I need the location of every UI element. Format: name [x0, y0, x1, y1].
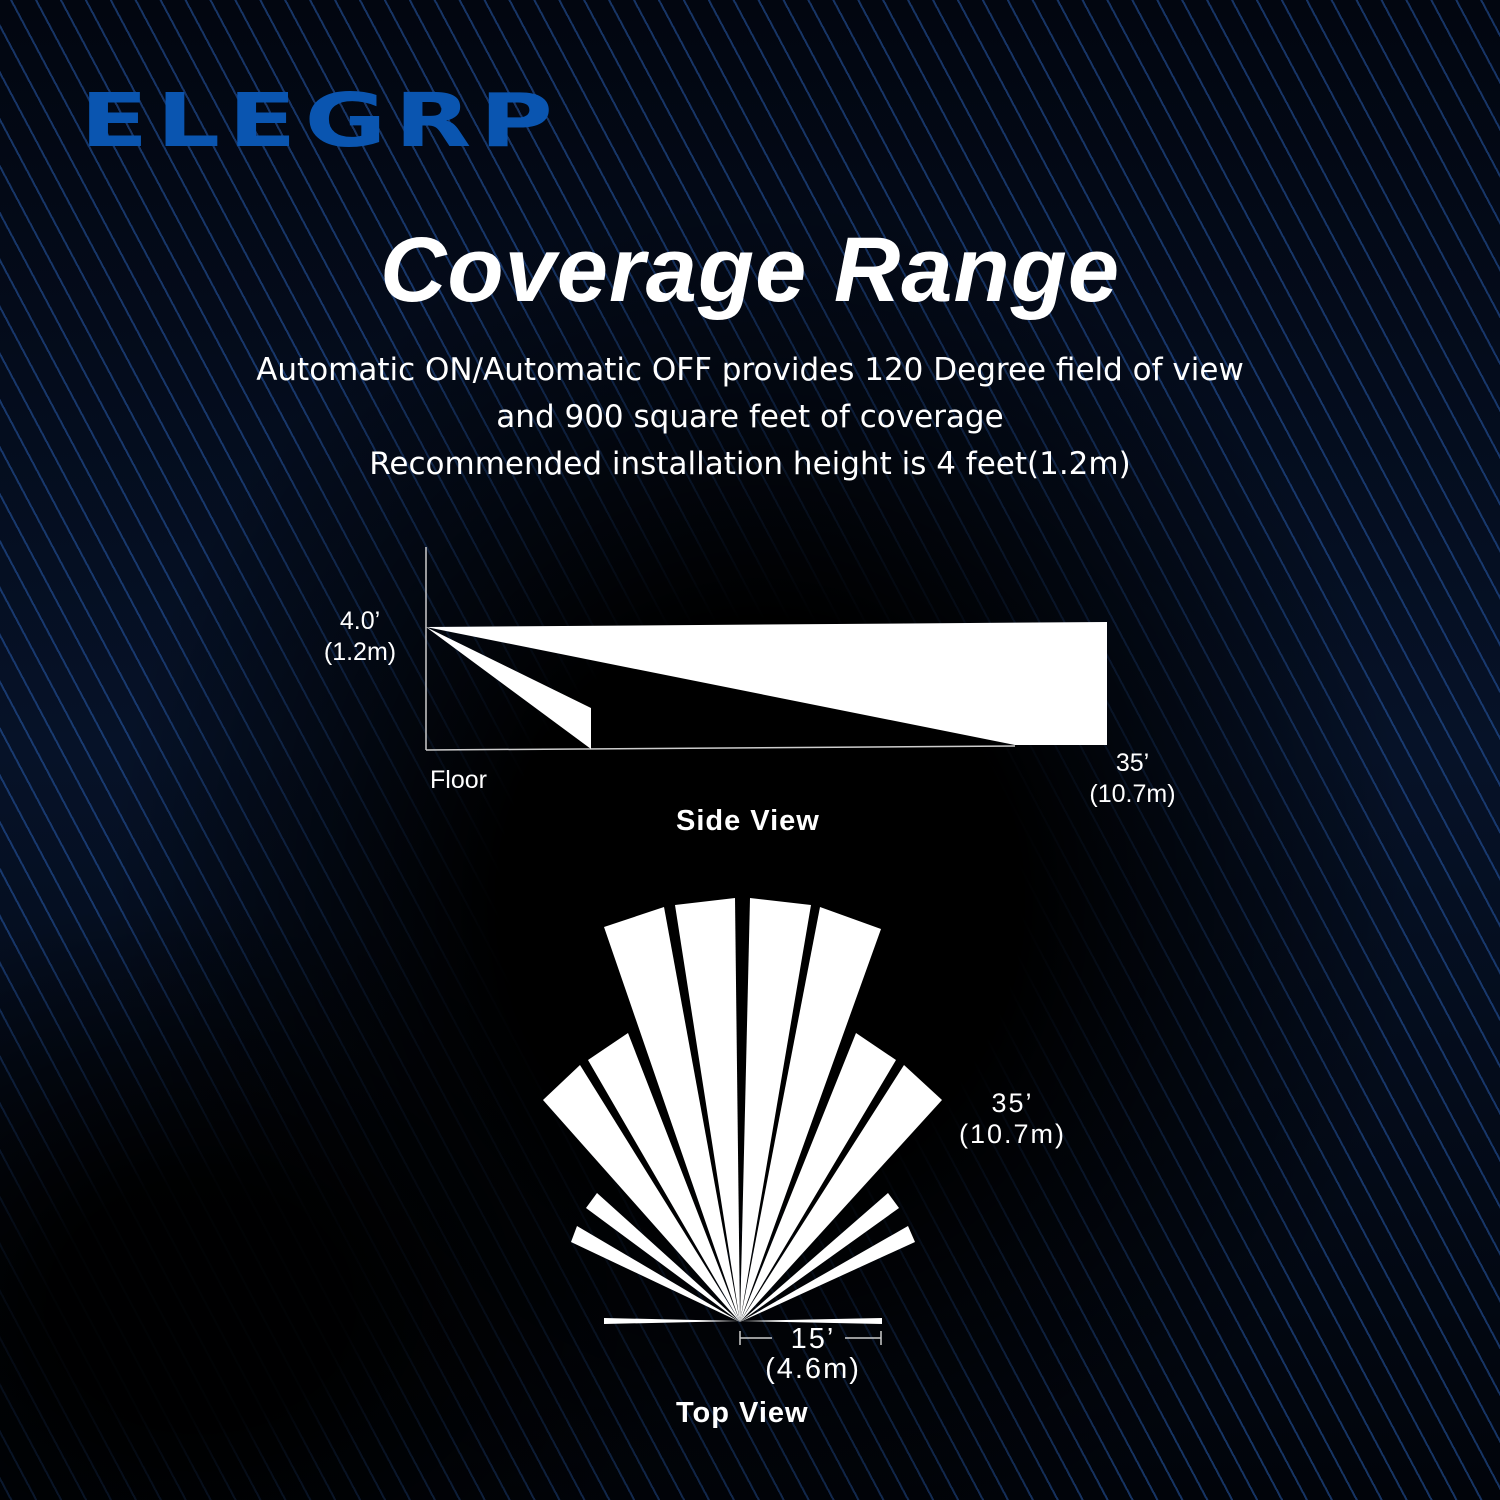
side-range-metric: (10.7m) [1089, 780, 1176, 808]
description-line-3: Recommended installation height is 4 fee… [369, 446, 1131, 482]
zone-wedge [586, 1193, 740, 1322]
zone-wedge [543, 1065, 740, 1322]
zone-wedge [588, 1033, 740, 1322]
floor-axis [425, 745, 1016, 751]
zone-wedge [740, 898, 811, 1322]
zone-wedge [740, 1226, 915, 1322]
zone-wedge [675, 898, 740, 1322]
height-metric: (1.2m) [323, 638, 397, 666]
zone-wedge [740, 1065, 942, 1322]
width-feet: 15’ [790, 1323, 836, 1355]
description-line-1: Automatic ON/Automatic OFF provides 120 … [256, 352, 1244, 388]
description-line-2: and 900 square feet of coverage [496, 399, 1004, 435]
width-metric: (4.6m) [765, 1353, 861, 1385]
zone-wedge [604, 907, 740, 1322]
side-view-caption: Side View [676, 805, 820, 837]
short-range-zone [426, 627, 591, 749]
floor-label: Floor [430, 766, 487, 794]
zone-wedge [740, 907, 881, 1322]
side-view-diagram [425, 547, 1107, 751]
brand-logo: ELEGRP [80, 78, 561, 164]
zone-wedge [604, 1318, 740, 1324]
zone-wedge [740, 1318, 882, 1324]
height-feet: 4.0’ [339, 607, 381, 635]
long-range-zone [426, 622, 1107, 745]
width-label: 15’ (4.6m) [748, 1324, 878, 1384]
top-range-metric: (10.7m) [958, 1119, 1067, 1149]
height-label: 4.0’ (1.2m) [305, 606, 415, 668]
side-range-feet: 35’ [1115, 749, 1150, 777]
top-range-label: 35’ (10.7m) [940, 1088, 1085, 1150]
zone-wedge [740, 1193, 899, 1322]
width-dimension-line [739, 1331, 882, 1345]
top-range-feet: 35’ [991, 1088, 1034, 1118]
page-title: Coverage Range [379, 219, 1121, 321]
zone-wedge [740, 1033, 896, 1322]
top-view-caption: Top View [676, 1397, 809, 1429]
zone-wedge [571, 1226, 740, 1322]
top-view-diagram [543, 898, 942, 1345]
side-range-label: 35’ (10.7m) [1070, 748, 1195, 810]
